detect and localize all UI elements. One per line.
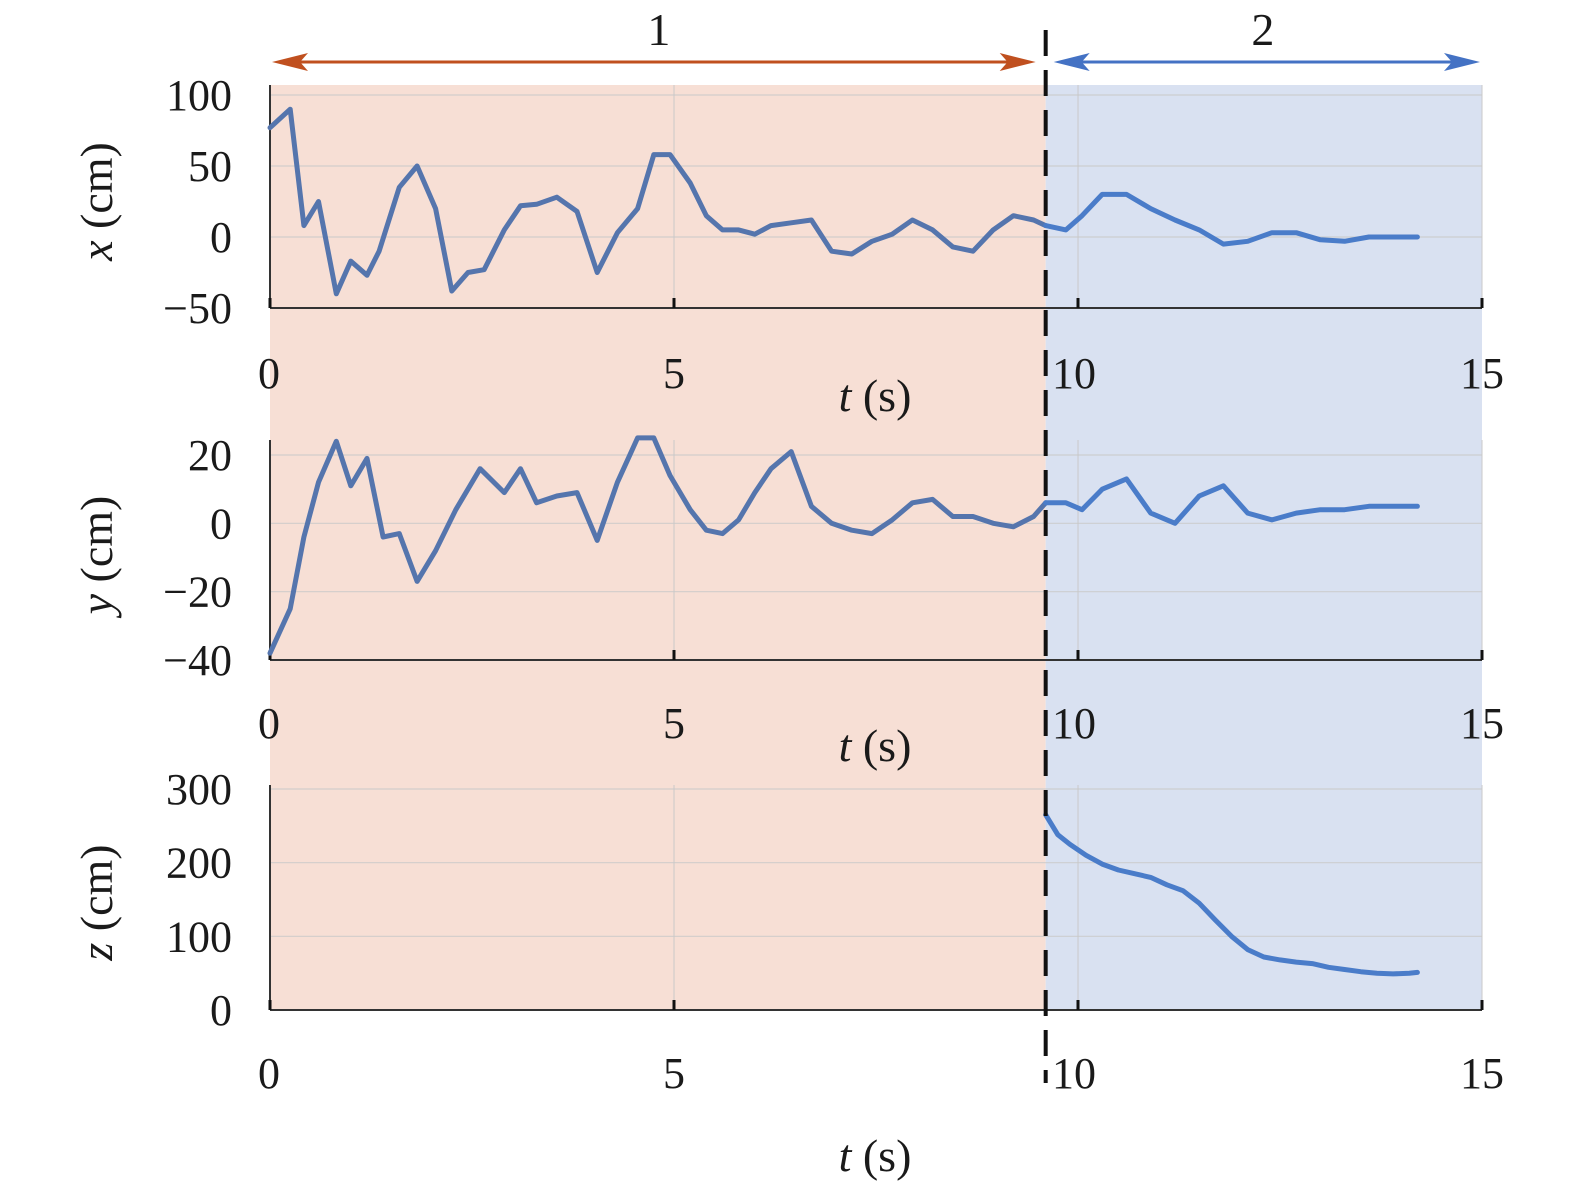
z-y-tick-label: 200 [166, 839, 232, 888]
x-y-tick-label: 50 [188, 142, 232, 191]
z-y-tick-label: 100 [166, 912, 232, 961]
x-x-tick-label: 10 [1052, 349, 1096, 398]
x-x-tick-label: 15 [1460, 349, 1504, 398]
x-x-axis-title: t (s) [839, 370, 912, 421]
z-y-axis-title: z (cm) [71, 844, 122, 961]
y-y-tick-label: 0 [210, 499, 232, 548]
z-x-axis-title: t (s) [839, 1130, 912, 1181]
y-x-tick-label: 0 [258, 699, 280, 748]
x-x-tick-label: 5 [663, 349, 685, 398]
z-x-tick-label: 10 [1052, 1049, 1096, 1098]
x-y-tick-label: 0 [210, 213, 232, 262]
phase-2-label: 2 [1251, 4, 1274, 55]
y-y-tick-label: −40 [163, 636, 232, 685]
phase-1-label: 1 [647, 4, 670, 55]
y-y-tick-label: −20 [163, 568, 232, 617]
z-x-tick-label: 15 [1460, 1049, 1504, 1098]
y-x-tick-label: 15 [1460, 699, 1504, 748]
phase-backgrounds [270, 85, 1482, 1010]
phase-2-background [1046, 85, 1482, 1010]
z-y-tick-label: 0 [210, 986, 232, 1035]
x-y-axis-title: x (cm) [71, 142, 122, 262]
x-x-tick-label: 0 [258, 349, 280, 398]
y-x-tick-label: 5 [663, 699, 685, 748]
y-x-axis-title: t (s) [839, 720, 912, 771]
y-y-axis-title: y (cm) [71, 496, 122, 619]
z-x-tick-label: 0 [258, 1049, 280, 1098]
z-y-tick-label: 300 [166, 765, 232, 814]
x-y-tick-label: −50 [163, 284, 232, 333]
y-y-tick-label: 20 [188, 431, 232, 480]
z-x-tick-label: 5 [663, 1049, 685, 1098]
y-x-tick-label: 10 [1052, 699, 1096, 748]
x-y-tick-label: 100 [166, 71, 232, 120]
